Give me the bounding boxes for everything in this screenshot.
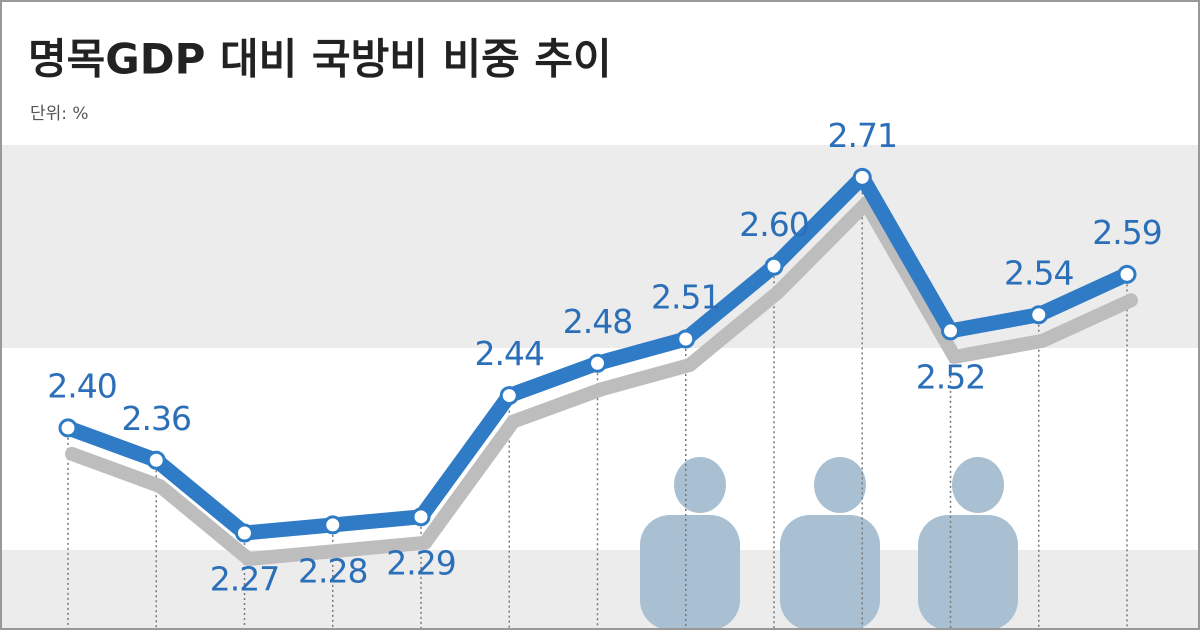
value-label: 2.59 — [1092, 213, 1161, 252]
value-label: 2.52 — [916, 357, 985, 396]
band — [0, 550, 1200, 630]
value-label: 2.60 — [739, 205, 808, 244]
marker — [588, 353, 607, 373]
value-label: 2.27 — [210, 560, 279, 599]
line-shadow — [65, 196, 1138, 566]
marker — [941, 321, 960, 341]
value-label: 2.36 — [122, 399, 191, 438]
value-label: 2.71 — [828, 116, 897, 155]
marker — [1029, 305, 1049, 325]
chart-title: 명목GDP 대비 국방비 비중 추이 — [28, 35, 612, 84]
value-label: 2.29 — [386, 543, 455, 582]
marker — [235, 523, 254, 543]
value-label: 2.51 — [651, 278, 720, 317]
marker — [323, 515, 343, 535]
value-label: 2.40 — [47, 366, 116, 405]
value-label: 2.44 — [475, 334, 544, 373]
marker — [146, 450, 166, 470]
band — [0, 145, 1200, 348]
value-label: 2.54 — [1004, 253, 1073, 292]
marker — [499, 386, 519, 406]
marker — [411, 507, 431, 527]
soldier-silhouettes — [640, 457, 1018, 630]
marker — [764, 256, 784, 276]
marker — [58, 418, 78, 438]
marker — [852, 167, 872, 187]
marker — [676, 329, 696, 349]
value-label: 2.28 — [298, 551, 367, 590]
marker — [1117, 264, 1137, 284]
value-label: 2.48 — [563, 302, 632, 341]
unit-label: 단위: % — [30, 104, 89, 124]
plot: 2.402.36 2.27 2.28 2.29 2.44 2.48 2.51 2.60 2.71… — [47, 116, 1163, 630]
